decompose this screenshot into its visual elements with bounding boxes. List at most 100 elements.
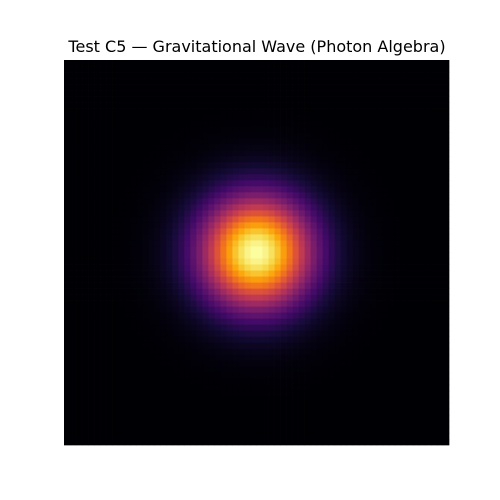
heatmap-cell: [148, 204, 155, 211]
heatmap-cell: [130, 426, 137, 434]
heatmap-cell: [166, 198, 173, 205]
heatmap-cell: [406, 420, 414, 428]
heatmap-cell: [412, 252, 420, 259]
heatmap-cell: [166, 360, 173, 368]
heatmap-cell: [322, 120, 330, 127]
heatmap-cell: [172, 396, 179, 404]
heatmap-cell: [298, 246, 305, 253]
heatmap-cell: [70, 162, 77, 169]
heatmap-cell: [166, 138, 173, 145]
heatmap-cell: [304, 174, 311, 181]
heatmap-cell: [118, 354, 125, 362]
heatmap-cell: [400, 240, 408, 247]
heatmap-cell: [250, 222, 257, 229]
heatmap-cell: [106, 432, 113, 440]
heatmap-cell: [292, 96, 299, 103]
heatmap-cell: [364, 192, 372, 199]
heatmap-cell: [430, 438, 438, 446]
heatmap-cell: [244, 126, 251, 133]
heatmap-cell: [406, 144, 414, 151]
heatmap-cell: [262, 168, 269, 175]
heatmap-cell: [310, 312, 318, 320]
heatmap-cell: [196, 348, 203, 356]
heatmap-cell: [202, 78, 209, 85]
heatmap-cell: [88, 270, 95, 277]
heatmap-cell: [322, 90, 330, 97]
heatmap-cell: [304, 438, 311, 446]
heatmap-cell: [130, 366, 137, 374]
heatmap-cell: [286, 204, 293, 211]
heatmap-cell: [412, 210, 420, 217]
heatmap-cell: [154, 336, 161, 344]
heatmap-cell: [82, 324, 89, 332]
heatmap-cell: [244, 78, 251, 85]
heatmap-cell: [130, 180, 137, 187]
heatmap-cell: [328, 150, 336, 157]
heatmap-cell: [430, 84, 438, 91]
heatmap-cell: [322, 414, 330, 422]
heatmap-cell: [316, 228, 324, 235]
heatmap-cell: [106, 96, 113, 103]
heatmap-cell: [250, 366, 257, 374]
heatmap-cell: [424, 156, 432, 163]
heatmap-cell: [442, 66, 450, 73]
heatmap-cell: [274, 312, 281, 320]
heatmap-cell: [244, 192, 251, 199]
heatmap-cell: [238, 294, 245, 301]
heatmap-cell: [130, 84, 137, 91]
heatmap-cell: [352, 408, 360, 416]
heatmap-cell: [112, 294, 119, 301]
heatmap-cell: [232, 108, 239, 115]
heatmap-cell: [94, 312, 101, 320]
heatmap-cell: [256, 372, 263, 380]
heatmap-cell: [154, 396, 161, 404]
heatmap-cell: [286, 348, 293, 356]
heatmap-cell: [232, 210, 239, 217]
heatmap-cell: [214, 84, 221, 91]
heatmap-cell: [322, 318, 330, 326]
heatmap-cell: [340, 258, 348, 265]
heatmap-cell: [292, 384, 299, 392]
heatmap-cell: [298, 318, 305, 326]
heatmap-cell: [232, 84, 239, 91]
heatmap-cell: [226, 84, 233, 91]
heatmap-cell: [172, 66, 179, 73]
heatmap-cell: [304, 96, 311, 103]
heatmap-cell: [88, 120, 95, 127]
heatmap-cell: [208, 372, 215, 380]
heatmap-cell: [382, 300, 390, 307]
heatmap-cell: [148, 126, 155, 133]
heatmap-cell: [400, 276, 408, 283]
heatmap-cell: [166, 222, 173, 229]
heatmap-cell: [76, 162, 83, 169]
heatmap-cell: [178, 240, 185, 247]
heatmap-cell: [238, 420, 245, 428]
heatmap-cell: [124, 258, 131, 265]
heatmap-cell: [250, 180, 257, 187]
heatmap-cell: [88, 264, 95, 271]
heatmap-cell: [136, 72, 143, 79]
heatmap-cell: [208, 228, 215, 235]
heatmap-cell: [154, 192, 161, 199]
heatmap-cell: [280, 90, 287, 97]
heatmap-cell: [388, 150, 396, 157]
heatmap-cell: [202, 276, 209, 283]
heatmap-cell: [106, 90, 113, 97]
heatmap-cell: [316, 240, 324, 247]
heatmap-cell: [352, 72, 360, 79]
heatmap-cell: [154, 384, 161, 392]
heatmap-cell: [382, 396, 390, 404]
heatmap-cell: [358, 288, 366, 295]
heatmap-cell: [208, 348, 215, 356]
heatmap-cell: [82, 426, 89, 434]
heatmap-cell: [370, 66, 378, 73]
heatmap-cell: [238, 384, 245, 392]
heatmap-cell: [136, 390, 143, 398]
heatmap-cell: [106, 150, 113, 157]
heatmap-cell: [220, 300, 227, 307]
heatmap-cell: [190, 192, 197, 199]
heatmap-cell: [100, 330, 107, 338]
heatmap-cell: [118, 252, 125, 259]
heatmap-cell: [442, 204, 450, 211]
heatmap-cell: [244, 150, 251, 157]
